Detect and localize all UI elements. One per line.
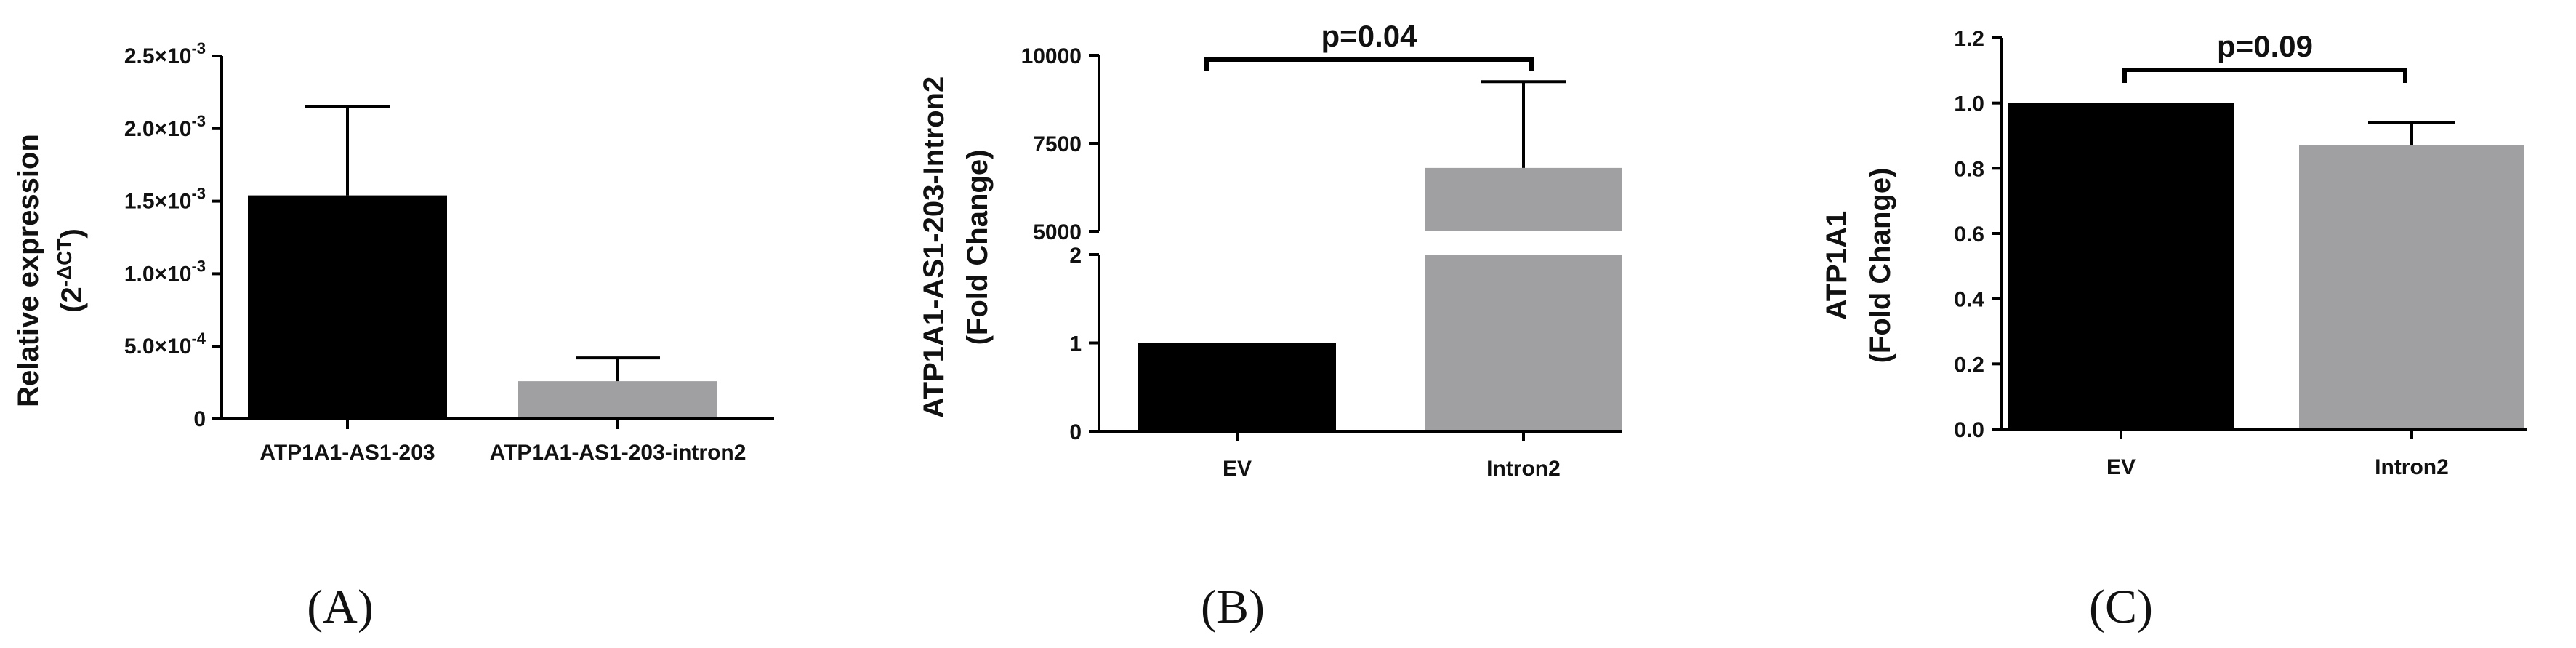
panel-c-chart: 0.0 0.2 0.4 0.6 0.8 1.0 1.2 EV Intron2 p=0.09 A… bbox=[1821, 27, 2527, 633]
panel-a-y-title-unit: (2-ΔCT) bbox=[53, 228, 88, 313]
panel-c-significance-bracket: p=0.09 bbox=[2122, 29, 2407, 83]
panel-c-x-tick-label: Intron2 bbox=[2375, 455, 2449, 479]
panel-c-y-tick-label: 0.2 bbox=[1954, 353, 1984, 377]
panel-c-label: (C) bbox=[2089, 580, 2153, 633]
panel-b-y-tick-label: 0 bbox=[1069, 420, 1082, 444]
panel-c-bars bbox=[2008, 103, 2524, 429]
panel-c-y-tick-label: 0.6 bbox=[1954, 223, 1984, 247]
panel-b-bars bbox=[1138, 80, 1622, 431]
panel-c-y-title: ATP1A1 bbox=[1821, 211, 1853, 320]
panel-c-bar bbox=[2299, 145, 2524, 429]
panel-c-y-title-unit: (Fold Change) bbox=[1864, 168, 1896, 364]
panel-c-bracket-line bbox=[2122, 68, 2407, 83]
panel-a-x-tick-label: ATP1A1-AS1-203 bbox=[259, 441, 435, 465]
panel-b-p-value: p=0.04 bbox=[1321, 19, 1418, 53]
panel-b-x-tick-label: EV bbox=[1223, 457, 1252, 481]
panel-b-bar bbox=[1138, 343, 1336, 431]
panel-a-bars bbox=[248, 105, 717, 419]
panel-a-chart: 0 5.0×10-4 1.0×10-3 1.5×10-3 2.0×10-3 2.5×10-… bbox=[12, 39, 774, 633]
panel-a-y-tick-label: 2.0×10-3 bbox=[124, 112, 206, 141]
panel-c-x-tick-label: EV bbox=[2106, 455, 2136, 479]
panel-c-y-tick-label: 0.0 bbox=[1954, 418, 1984, 442]
panel-a-x-ticks: ATP1A1-AS1-203 ATP1A1-AS1-203-intron2 bbox=[259, 419, 746, 465]
panel-b-y-title: ATP1A1-AS1-203-Intron2 bbox=[918, 76, 950, 418]
panel-b-bar-lower-segment bbox=[1425, 255, 1622, 431]
panel-c-y-tick-label: 0.4 bbox=[1954, 288, 1984, 312]
panel-a-y-tick-label: 0 bbox=[193, 407, 206, 431]
panel-c-y-tick-label: 1.0 bbox=[1954, 92, 1984, 116]
panel-b-label: (B) bbox=[1201, 580, 1265, 633]
panel-c-y-tick-label: 1.2 bbox=[1954, 27, 1984, 51]
panel-b-y-tick-label: 5000 bbox=[1033, 220, 1082, 244]
panel-b-y-tick-label: 2 bbox=[1069, 244, 1082, 268]
panel-b-bar-upper-segment bbox=[1425, 167, 1622, 231]
panel-a-y-ticks: 0 5.0×10-4 1.0×10-3 1.5×10-3 2.0×10-3 2.5×10-… bbox=[124, 39, 222, 431]
panel-a-label: (A) bbox=[307, 580, 374, 633]
panel-b-x-ticks: EV Intron2 bbox=[1223, 431, 1561, 481]
panel-c-bar bbox=[2008, 103, 2234, 429]
panel-a-y-title: Relative expression bbox=[12, 134, 44, 407]
panel-b-y-title-unit: (Fold Change) bbox=[962, 150, 994, 345]
panel-b-y-tick-label: 1 bbox=[1069, 332, 1082, 356]
panel-c-y-tick-label: 0.8 bbox=[1954, 157, 1984, 181]
panel-b-y-tick-label: 7500 bbox=[1033, 132, 1082, 156]
panel-c-x-ticks: EV Intron2 bbox=[2106, 429, 2449, 479]
panel-a-y-tick-label: 1.0×10-3 bbox=[124, 257, 206, 286]
panel-b-bracket-line bbox=[1204, 57, 1534, 71]
panel-a-y-tick-label: 2.5×10-3 bbox=[124, 39, 206, 68]
panel-a-bar bbox=[518, 381, 717, 419]
panel-c-y-ticks: 0.0 0.2 0.4 0.6 0.8 1.0 1.2 bbox=[1954, 27, 2002, 442]
panel-c-p-value: p=0.09 bbox=[2217, 29, 2313, 63]
panel-a-y-tick-label: 1.5×10-3 bbox=[124, 185, 206, 214]
panel-b-significance-bracket: p=0.04 bbox=[1204, 19, 1534, 71]
panel-b-x-tick-label: Intron2 bbox=[1486, 457, 1561, 481]
panel-b-y-tick-label: 10000 bbox=[1021, 44, 1082, 68]
panel-a-bar bbox=[248, 195, 447, 419]
panel-a-x-tick-label: ATP1A1-AS1-203-intron2 bbox=[490, 441, 746, 465]
panel-a-y-tick-label: 5.0×10-4 bbox=[124, 329, 206, 359]
